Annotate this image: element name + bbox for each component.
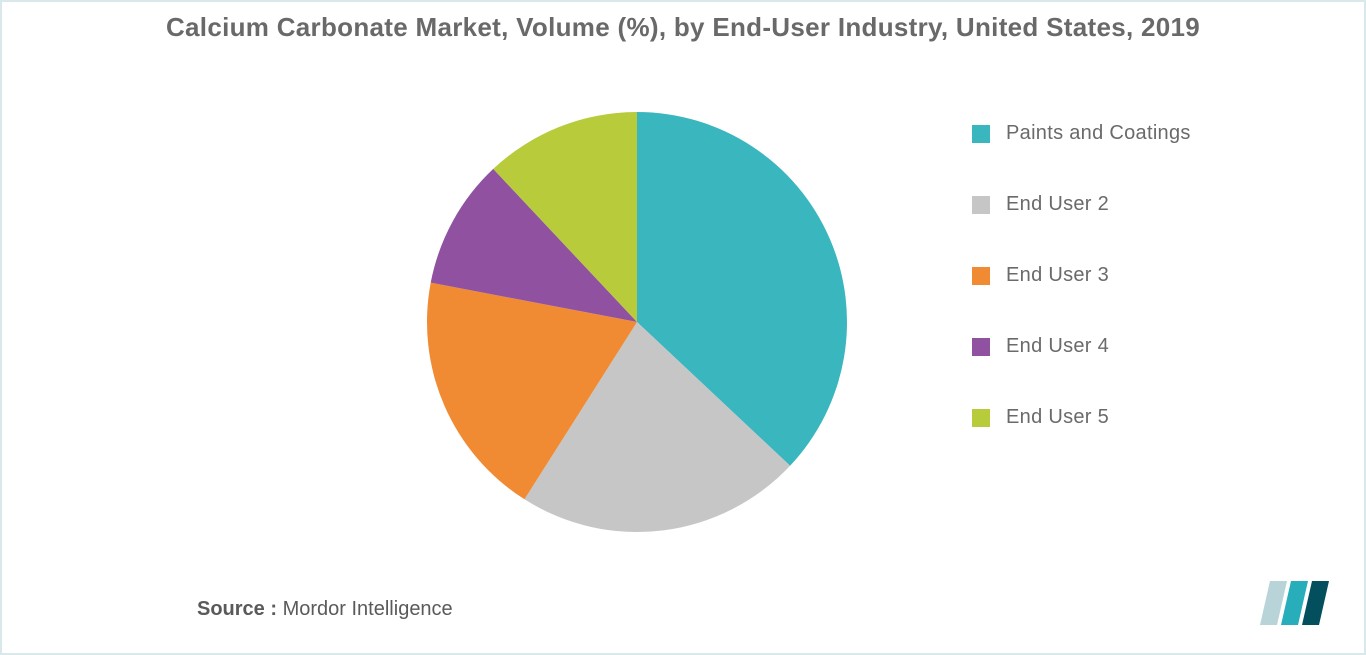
legend-swatch <box>972 409 990 427</box>
mordor-logo-icon <box>1260 580 1330 631</box>
source-citation: Source : Mordor Intelligence <box>197 598 453 621</box>
legend-swatch <box>972 267 990 285</box>
pie-svg <box>422 107 852 537</box>
legend-item: End User 2 <box>972 193 1191 216</box>
legend-swatch <box>972 196 990 214</box>
legend-item: End User 3 <box>972 264 1191 287</box>
chart-title: Calcium Carbonate Market, Volume (%), by… <box>2 12 1364 43</box>
legend-swatch <box>972 338 990 356</box>
legend-label: End User 5 <box>1006 406 1109 429</box>
legend-item: Paints and Coatings <box>972 122 1191 145</box>
chart-area: Paints and Coatings End User 2 End User 3 E… <box>2 92 1364 552</box>
legend-item: End User 5 <box>972 406 1191 429</box>
pie-chart <box>422 107 852 542</box>
legend-label: End User 4 <box>1006 335 1109 358</box>
legend-label: End User 2 <box>1006 193 1109 216</box>
legend-item: End User 4 <box>972 335 1191 358</box>
legend-label: End User 3 <box>1006 264 1109 287</box>
legend: Paints and Coatings End User 2 End User 3 E… <box>972 122 1191 477</box>
legend-label: Paints and Coatings <box>1006 122 1191 145</box>
source-label: Source : <box>197 598 277 620</box>
legend-swatch <box>972 125 990 143</box>
chart-container: Calcium Carbonate Market, Volume (%), by… <box>0 0 1366 655</box>
source-value: Mordor Intelligence <box>283 598 453 620</box>
